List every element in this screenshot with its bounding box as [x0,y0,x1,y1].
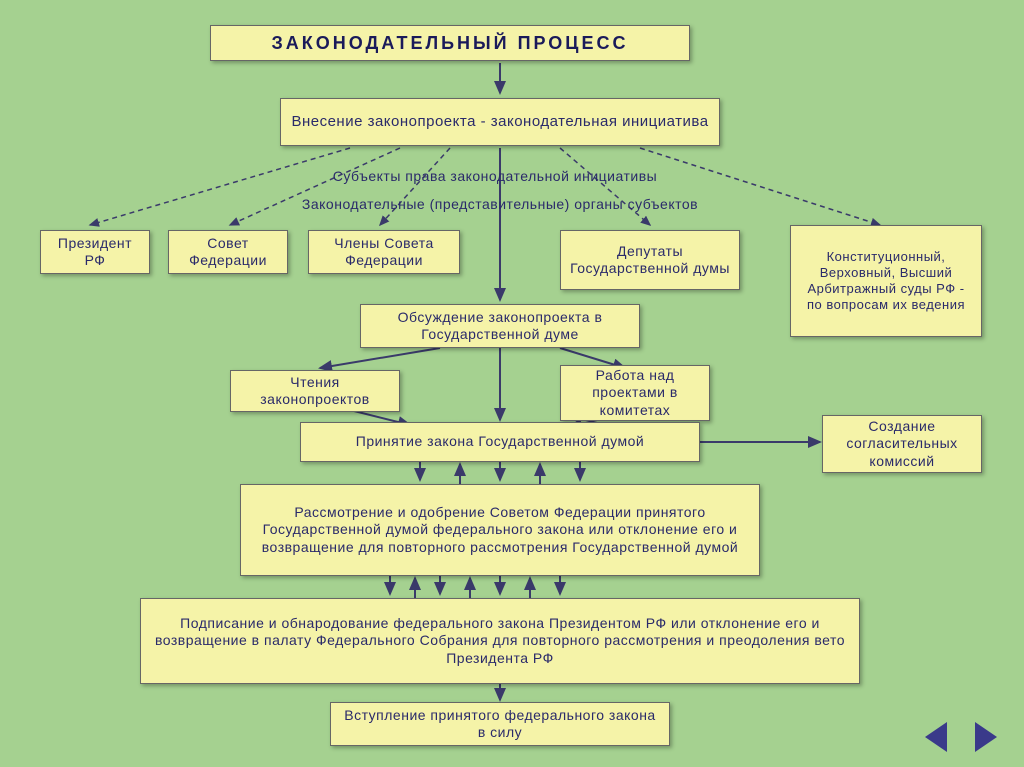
box-council-federation: Совет Федерации [168,230,288,274]
box-initiative: Внесение законопроекта - законодательная… [280,98,720,146]
box-readings: Чтения законопроектов [230,370,400,412]
box-review: Рассмотрение и одобрение Советом Федерац… [240,484,760,576]
box-discussion: Обсуждение законопроекта в Государственн… [360,304,640,348]
box-enactment: Вступление принятого федерального закона… [330,702,670,746]
prev-slide-button[interactable] [925,722,947,752]
diagram-canvas: ЗАКОНОДАТЕЛЬНЫЙ ПРОЦЕСС Внесение законоп… [0,0,1024,767]
box-members-council: Члены Совета Федерации [308,230,460,274]
box-president: Президент РФ [40,230,150,274]
box-deputies: Депутаты Государственной думы [560,230,740,290]
box-signing: Подписание и обнародование федерального … [140,598,860,684]
box-committee-work: Работа над проектами в комитетах [560,365,710,421]
next-slide-button[interactable] [975,722,997,752]
box-adoption: Принятие закона Государственной думой [300,422,700,462]
label-organs: Законодательные (представительные) орган… [210,196,790,212]
box-conciliation: Создание согласительных комиссий [822,415,982,473]
label-subjects: Субъекты права законодательной инициатив… [260,168,730,184]
box-courts: Конституционный, Верховный, Высший Арбит… [790,225,982,337]
title-box: ЗАКОНОДАТЕЛЬНЫЙ ПРОЦЕСС [210,25,690,61]
